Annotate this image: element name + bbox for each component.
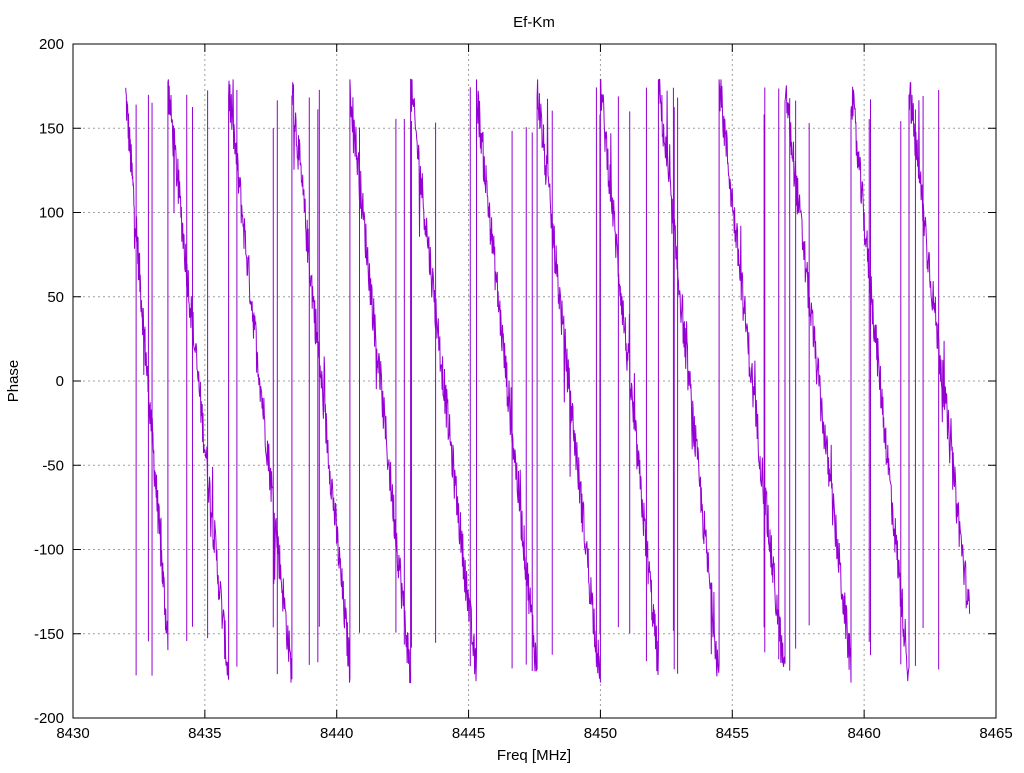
x-tick-label: 8435 xyxy=(188,725,221,742)
y-tick-label: -150 xyxy=(34,626,64,643)
y-tick-label: 150 xyxy=(39,120,64,137)
y-tick-label: 0 xyxy=(56,373,64,390)
y-tick-label: 50 xyxy=(47,289,64,306)
y-tick-label: -200 xyxy=(34,710,64,727)
x-tick-label: 8430 xyxy=(56,725,89,742)
x-tick-label: 8465 xyxy=(979,725,1012,742)
phase-series-line xyxy=(125,78,971,684)
series-layer xyxy=(125,78,971,684)
y-tick-label: 100 xyxy=(39,205,64,222)
y-tick-label: 200 xyxy=(39,36,64,53)
x-tick-label: 8455 xyxy=(716,725,749,742)
x-tick-label: 8460 xyxy=(847,725,880,742)
y-tick-label: -50 xyxy=(42,457,64,474)
x-tick-label: 8450 xyxy=(584,725,617,742)
x-axis-label: Freq [MHz] xyxy=(497,747,571,764)
y-tick-label: -100 xyxy=(34,542,64,559)
axis-ticks: 8430 8435 8440 8445 8450 8455 8460 8465 -200 -150… xyxy=(34,36,1013,742)
x-tick-label: 8440 xyxy=(320,725,353,742)
x-tick-label: 8445 xyxy=(452,725,485,742)
y-axis-label: Phase xyxy=(5,360,22,403)
chart-title: Ef-Km xyxy=(513,14,555,31)
